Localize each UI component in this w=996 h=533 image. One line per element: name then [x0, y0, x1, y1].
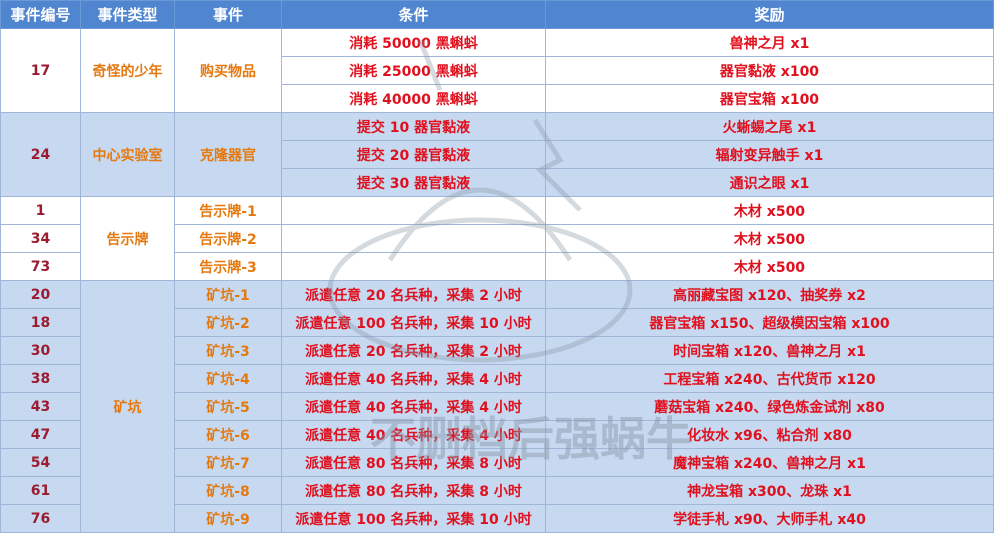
table-row: 提交 20 器官黏液 辐射变异触手 x1 [1, 140, 994, 169]
reward-cell: 蘑菇宝箱 x240、绿色炼金试剂 x80 [545, 392, 994, 421]
condition-cell: 派遣任意 80 名兵种，采集 8 小时 [281, 476, 546, 505]
reward-cell: 学徒手札 x90、大师手札 x40 [545, 504, 994, 533]
table-row: 20 矿坑 矿坑-1 派遣任意 20 名兵种，采集 2 小时 高丽藏宝图 x120、抽奖… [0, 280, 994, 533]
event-id-cell: 30 [0, 336, 81, 365]
reward-cell: 魔神宝箱 x240、兽神之月 x1 [545, 448, 994, 477]
reward-cell: 木材 x500 [545, 252, 994, 281]
event-name-cell: 矿坑-2 [174, 308, 282, 337]
event-type-cell: 中心实验室 [80, 112, 175, 197]
condition-cell: 提交 10 器官黏液 [281, 112, 546, 141]
condition-cell: 派遣任意 40 名兵种，采集 4 小时 [281, 392, 546, 421]
event-id-cell: 54 [0, 448, 81, 477]
event-name-cell: 矿坑-5 [174, 392, 282, 421]
table-row: 消耗 25000 黑蝌蚪 器官黏液 x100 [1, 56, 994, 85]
table-row: 18 矿坑-2 派遣任意 100 名兵种，采集 10 小时 器官宝箱 x150、超级模… [0, 308, 994, 337]
event-type-cell: 矿坑 [80, 280, 175, 533]
table-row: 提交 30 器官黏液 通识之眼 x1 [1, 168, 994, 197]
condition-cell [281, 252, 546, 281]
header-condition: 条件 [281, 0, 546, 29]
reward-cell: 通识之眼 x1 [545, 168, 994, 197]
condition-cell: 派遣任意 100 名兵种，采集 10 小时 [281, 308, 546, 337]
event-id-cell: 24 [0, 112, 81, 197]
event-id-cell: 38 [0, 364, 81, 393]
condition-cell: 派遣任意 80 名兵种，采集 8 小时 [281, 448, 546, 477]
header-reward: 奖励 [545, 0, 994, 29]
event-id-cell: 43 [0, 392, 81, 421]
condition-cell: 派遣任意 20 名兵种，采集 2 小时 [281, 280, 546, 309]
condition-cell: 消耗 40000 黑蝌蚪 [281, 84, 546, 113]
table-row: 76 矿坑-9 派遣任意 100 名兵种，采集 10 小时 学徒手札 x90、大师手札… [0, 504, 994, 533]
reward-cell: 器官黏液 x100 [545, 56, 994, 85]
condition-cell: 派遣任意 40 名兵种，采集 4 小时 [281, 420, 546, 449]
header-id: 事件编号 [0, 0, 81, 29]
table-row: 47 矿坑-6 派遣任意 40 名兵种，采集 4 小时 化妆水 x96、粘合剂 x80 [0, 420, 994, 449]
table-row: 消耗 40000 黑蝌蚪 器官宝箱 x100 [1, 84, 994, 113]
condition-cell: 消耗 50000 黑蝌蚪 [281, 28, 546, 57]
event-type-cell: 奇怪的少年 [80, 28, 175, 113]
event-name-cell: 矿坑-3 [174, 336, 282, 365]
table-row: 17 奇怪的少年 购买物品 消耗 50000 黑蝌蚪 兽神之月 x1 [0, 28, 994, 113]
event-name-cell: 矿坑-4 [174, 364, 282, 393]
condition-cell: 提交 30 器官黏液 [281, 168, 546, 197]
table-row: 34 告示牌-2 木材 x500 [0, 224, 994, 253]
condition-cell [281, 224, 546, 253]
table-row: 24 中心实验室 克隆器官 提交 10 器官黏液 火蜥蜴之尾 x1 [0, 112, 994, 197]
event-id-cell: 18 [0, 308, 81, 337]
event-id-cell: 1 [0, 196, 81, 225]
reward-cell: 兽神之月 x1 [545, 28, 994, 57]
event-name-cell: 购买物品 [174, 28, 282, 113]
reward-cell: 时间宝箱 x120、兽神之月 x1 [545, 336, 994, 365]
reward-cell: 神龙宝箱 x300、龙珠 x1 [545, 476, 994, 505]
header-row: 事件编号 事件类型 事件 条件 奖励 [0, 0, 994, 29]
table-row: 1 告示牌 告示牌-1 木材 x500 [0, 196, 994, 281]
table-row: 54 矿坑-7 派遣任意 80 名兵种，采集 8 小时 魔神宝箱 x240、兽神之月 … [0, 448, 994, 477]
condition-cell: 派遣任意 20 名兵种，采集 2 小时 [281, 336, 546, 365]
event-id-cell: 20 [0, 280, 81, 309]
event-id-cell: 34 [0, 224, 81, 253]
reward-cell: 高丽藏宝图 x120、抽奖券 x2 [545, 280, 994, 309]
event-name-cell: 矿坑-8 [174, 476, 282, 505]
reward-cell: 木材 x500 [545, 224, 994, 253]
event-id-cell: 61 [0, 476, 81, 505]
table-row: 61 矿坑-8 派遣任意 80 名兵种，采集 8 小时 神龙宝箱 x300、龙珠 x1 [0, 476, 994, 505]
table-row: 38 矿坑-4 派遣任意 40 名兵种，采集 4 小时 工程宝箱 x240、古代货币 … [0, 364, 994, 393]
event-id-cell: 17 [0, 28, 81, 113]
table-row: 30 矿坑-3 派遣任意 20 名兵种，采集 2 小时 时间宝箱 x120、兽神之月 … [0, 336, 994, 365]
reward-cell: 器官宝箱 x100 [545, 84, 994, 113]
reward-cell: 火蜥蜴之尾 x1 [545, 112, 994, 141]
condition-cell: 派遣任意 40 名兵种，采集 4 小时 [281, 364, 546, 393]
reward-cell: 木材 x500 [545, 196, 994, 225]
event-name-cell: 告示牌-3 [174, 252, 282, 281]
event-name-cell: 告示牌-2 [174, 224, 282, 253]
event-type-cell: 告示牌 [80, 196, 175, 281]
event-name-cell: 矿坑-7 [174, 448, 282, 477]
event-id-cell: 76 [0, 504, 81, 533]
reward-cell: 器官宝箱 x150、超级模因宝箱 x100 [545, 308, 994, 337]
condition-cell: 提交 20 器官黏液 [281, 140, 546, 169]
condition-cell [281, 196, 546, 225]
reward-cell: 辐射变异触手 x1 [545, 140, 994, 169]
table-row: 43 矿坑-5 派遣任意 40 名兵种，采集 4 小时 蘑菇宝箱 x240、绿色炼金试… [0, 392, 994, 421]
event-id-cell: 73 [0, 252, 81, 281]
reward-cell: 化妆水 x96、粘合剂 x80 [545, 420, 994, 449]
event-id-cell: 47 [0, 420, 81, 449]
reward-cell: 工程宝箱 x240、古代货币 x120 [545, 364, 994, 393]
condition-cell: 派遣任意 100 名兵种，采集 10 小时 [281, 504, 546, 533]
header-event: 事件 [174, 0, 282, 29]
condition-cell: 消耗 25000 黑蝌蚪 [281, 56, 546, 85]
event-name-cell: 克隆器官 [174, 112, 282, 197]
event-name-cell: 告示牌-1 [174, 196, 282, 225]
event-name-cell: 矿坑-9 [174, 504, 282, 533]
event-name-cell: 矿坑-6 [174, 420, 282, 449]
header-type: 事件类型 [80, 0, 175, 29]
event-name-cell: 矿坑-1 [174, 280, 282, 309]
